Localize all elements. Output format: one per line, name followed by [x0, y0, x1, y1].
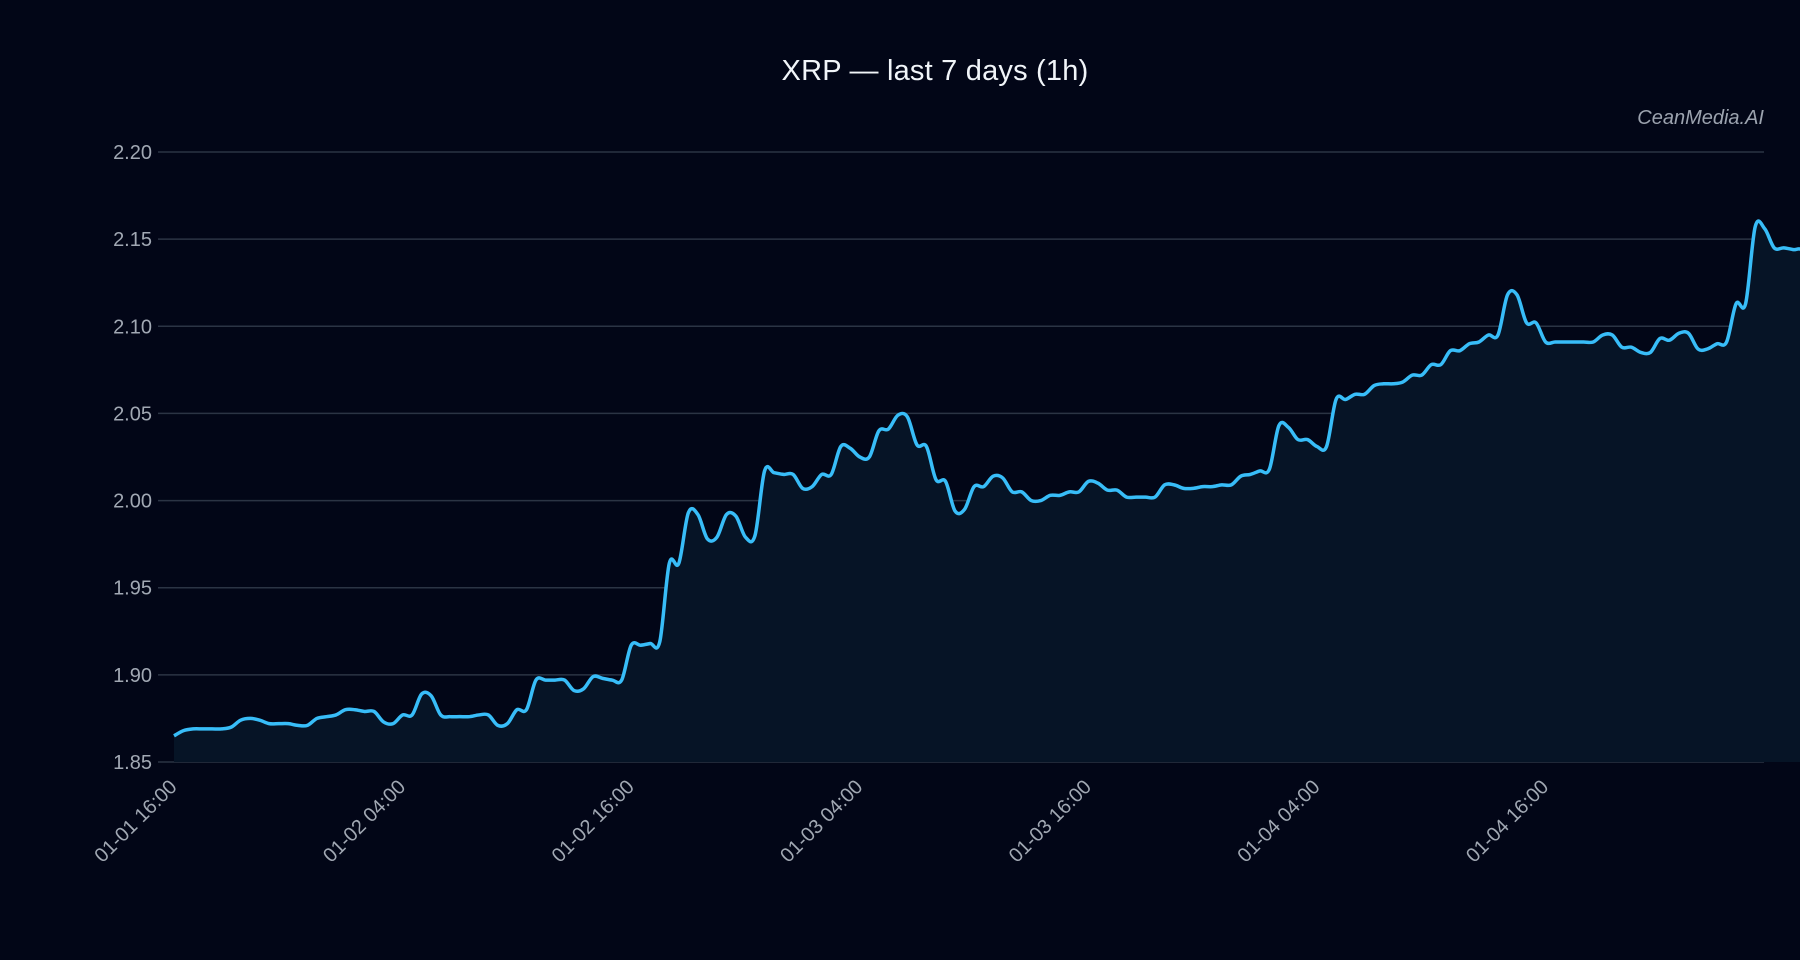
x-tick-label: 01-04 04:00	[1233, 776, 1324, 867]
y-tick-label: 2.20	[113, 142, 152, 164]
y-tick-label: 2.00	[113, 491, 152, 513]
y-axis: 1.85 1.90 1.95 2.00 2.05 2.10 2.15 2.20	[113, 142, 152, 774]
chart-title: XRP — last 7 days (1h)	[781, 55, 1089, 87]
x-tick-label: 01-03 04:00	[776, 776, 867, 867]
x-tick-label: 01-03 16:00	[1005, 776, 1096, 867]
price-area-fill	[174, 221, 1800, 762]
x-tick-label: 01-02 04:00	[319, 776, 410, 867]
y-tick-label: 2.15	[113, 229, 152, 251]
y-tick-label: 1.90	[113, 665, 152, 687]
x-axis: 01-01 16:00 01-02 04:00 01-02 16:00 01-03 0…	[90, 776, 1553, 867]
y-tick-label: 1.95	[113, 578, 152, 600]
y-tick-label: 2.05	[113, 403, 152, 425]
y-tick-label: 2.10	[113, 316, 152, 338]
watermark: CeanMedia.AI	[1637, 107, 1764, 129]
price-line	[173, 219, 1800, 738]
y-tick-label: 1.85	[113, 752, 152, 774]
x-tick-label: 01-02 16:00	[548, 776, 639, 867]
x-tick-label: 01-01 16:00	[90, 776, 181, 867]
x-tick-label: 01-04 16:00	[1462, 776, 1553, 867]
